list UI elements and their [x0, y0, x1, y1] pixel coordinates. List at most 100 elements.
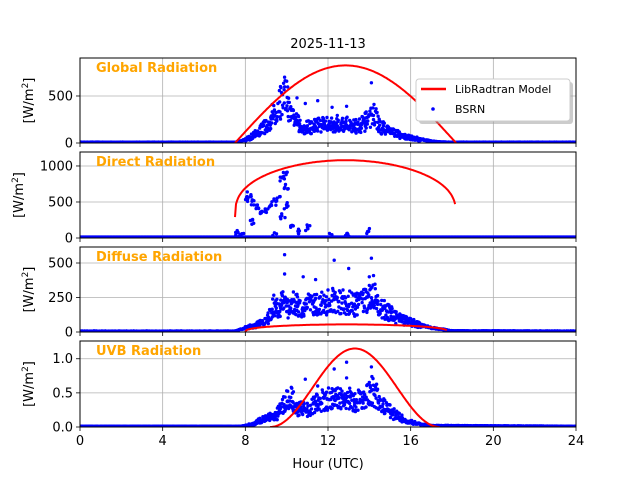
bsrn-point [281, 81, 286, 86]
bsrn-point [322, 310, 327, 315]
bsrn-point [321, 298, 326, 303]
bsrn-point [368, 385, 373, 390]
x-tick-label: 16 [402, 434, 419, 449]
bsrn-point [390, 413, 395, 417]
bsrn-point [371, 106, 375, 110]
bsrn-point [297, 413, 301, 417]
bsrn-point [320, 123, 324, 127]
bsrn-point [295, 295, 300, 299]
superscript-2: 2 [11, 177, 21, 183]
bsrn-point [381, 124, 386, 128]
bsrn-point [276, 404, 281, 408]
bsrn-point [284, 304, 288, 308]
bsrn-point [287, 100, 291, 105]
bsrn-point [245, 194, 249, 199]
bsrn-point [271, 233, 275, 238]
bsrn-point [368, 125, 373, 129]
x-tick-label: 8 [241, 434, 249, 449]
bsrn-point [367, 275, 371, 279]
model-line [244, 323, 448, 332]
bsrn-point [327, 231, 332, 236]
bsrn-point [283, 395, 287, 399]
bsrn-point [272, 108, 277, 112]
bsrn-point [286, 187, 290, 191]
panel-data [80, 347, 576, 427]
bsrn-point [273, 235, 277, 238]
bsrn-point [360, 395, 365, 399]
panel-title: Diffuse Radiation [96, 250, 222, 265]
bsrn-point [313, 296, 318, 301]
chart-title: 2025-11-13 [290, 37, 366, 52]
bsrn-point [303, 377, 307, 381]
bsrn-point [250, 198, 254, 202]
bsrn-point [275, 118, 279, 123]
bsrn-point [333, 290, 337, 295]
bsrn-point [319, 303, 323, 307]
bsrn-point [313, 277, 318, 282]
bsrn-point [344, 119, 348, 124]
bsrn-point [318, 118, 322, 123]
bsrn-point [378, 311, 382, 316]
bsrn-point [272, 198, 276, 202]
bsrn-point [324, 295, 329, 299]
bsrn-point [378, 123, 382, 127]
bsrn-point [266, 311, 270, 315]
bsrn-point [382, 298, 386, 303]
bsrn-point [379, 302, 383, 307]
bsrn-point [303, 101, 307, 106]
bsrn-point [288, 399, 292, 403]
bsrn-point [316, 99, 320, 103]
bsrn-point [337, 299, 341, 304]
bsrn-point [344, 312, 348, 316]
bsrn-point [274, 306, 278, 310]
bsrn-point [327, 297, 331, 302]
bsrn-point [392, 407, 396, 411]
bsrn-point [373, 282, 377, 286]
bsrn-point [281, 290, 285, 294]
bsrn-point [254, 203, 258, 207]
bsrn-point [367, 380, 371, 385]
bsrn-point [363, 111, 367, 115]
bsrn-point [373, 287, 377, 291]
bsrn-point [275, 297, 279, 301]
bsrn-point [353, 409, 358, 414]
bsrn-point [374, 107, 378, 111]
bsrn-point [326, 288, 330, 292]
bsrn-point [318, 295, 322, 299]
y-tick-label: 0 [65, 137, 73, 152]
bsrn-point [264, 316, 268, 321]
bsrn-point [339, 407, 343, 411]
bsrn-point [367, 283, 371, 288]
bracket: ] [22, 361, 37, 366]
bsrn-point [370, 401, 375, 405]
bsrn-point [348, 395, 352, 399]
bsrn-point [362, 306, 367, 310]
bsrn-point [346, 294, 350, 298]
bsrn-point [397, 411, 401, 415]
bsrn-point [336, 309, 340, 313]
bsrn-point [291, 400, 295, 404]
panel-title: Global Radiation [96, 61, 217, 76]
bsrn-point [282, 402, 286, 407]
bsrn-point [376, 401, 381, 405]
bsrn-point [335, 113, 339, 118]
bsrn-point [363, 392, 367, 397]
bsrn-point [308, 403, 313, 407]
bsrn-point [344, 360, 349, 364]
bsrn-point [380, 298, 384, 303]
bsrn-point [279, 217, 283, 221]
bsrn-point [329, 116, 334, 120]
bsrn-point [354, 131, 358, 135]
bsrn-point [369, 256, 374, 260]
x-axis-label: Hour (UTC) [292, 457, 363, 472]
bsrn-point [279, 298, 283, 302]
bsrn-point [284, 170, 289, 175]
bsrn-point [342, 403, 347, 407]
bsrn-point [373, 393, 377, 398]
bsrn-point [282, 306, 286, 310]
bsrn-point [404, 315, 409, 319]
bsrn-point [278, 314, 282, 319]
bsrn-point [282, 85, 287, 89]
bsrn-point [328, 303, 332, 308]
bsrn-point [270, 121, 274, 125]
